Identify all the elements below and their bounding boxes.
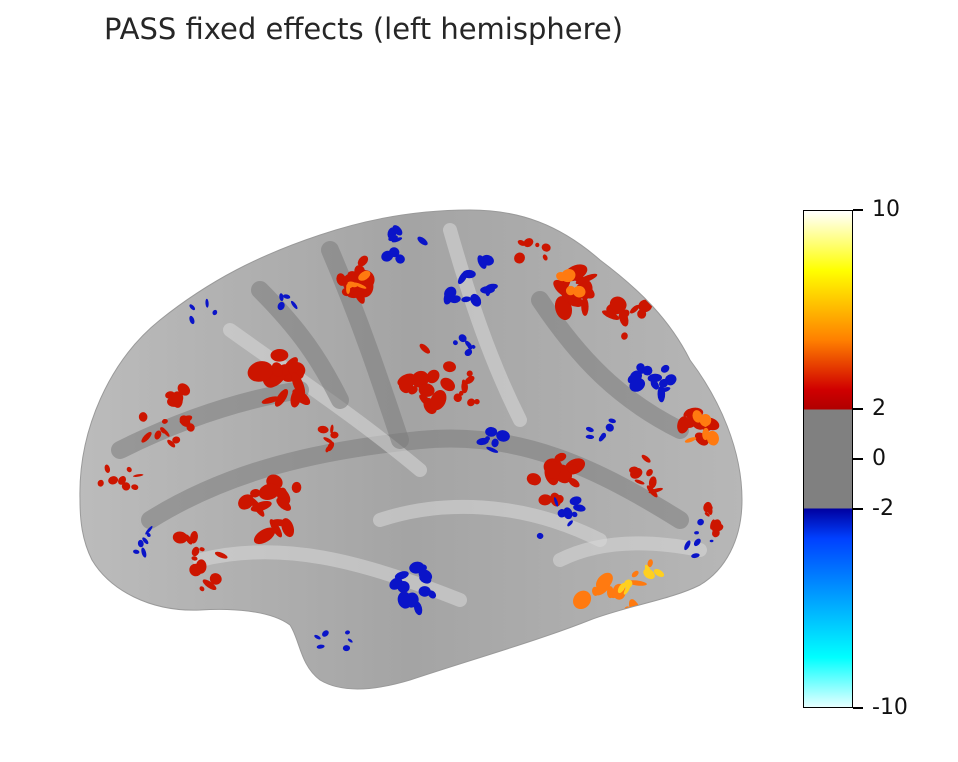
colorbar-tick bbox=[853, 508, 863, 510]
sulci-shading bbox=[111, 223, 707, 607]
colorbar-tick bbox=[853, 707, 863, 709]
tick-label-min: -10 bbox=[872, 695, 908, 720]
activation-clusters bbox=[97, 225, 724, 652]
colorbar-tick bbox=[853, 408, 863, 410]
tick-label-max: 10 bbox=[872, 197, 900, 222]
figure-title: PASS fixed effects (left hemisphere) bbox=[104, 12, 624, 46]
colorbar-tick bbox=[853, 209, 863, 211]
colorbar bbox=[803, 210, 853, 708]
tick-label-zero: 0 bbox=[872, 446, 886, 471]
colorbar-tick bbox=[853, 458, 863, 460]
tick-label-neg-threshold: -2 bbox=[872, 495, 894, 521]
tick-label-pos-threshold: 2 bbox=[872, 396, 886, 422]
